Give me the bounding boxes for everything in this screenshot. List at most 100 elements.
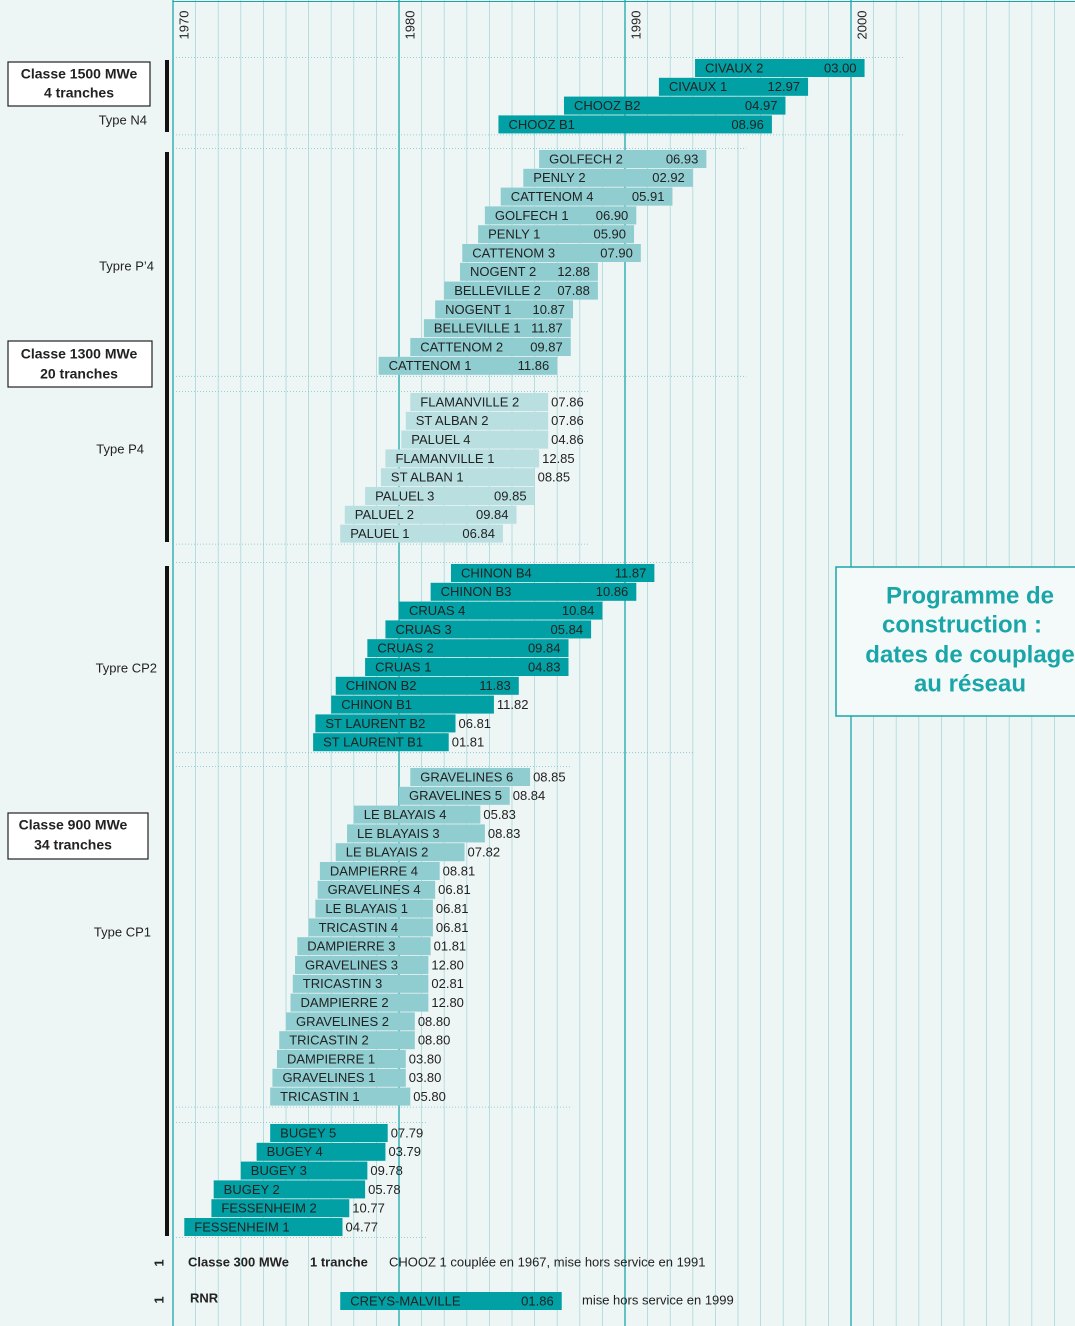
date-label: 12.80 (431, 995, 464, 1010)
bar-label: TRICASTIN 4 (319, 920, 398, 935)
unit-count: 1 (151, 1296, 166, 1303)
bar-label: PENLY 1 (488, 227, 540, 242)
date-label: 09.78 (370, 1163, 403, 1178)
bar (484, 206, 637, 225)
date-label: 07.86 (551, 394, 584, 409)
bar-label: CHOOZ B1 (508, 117, 574, 132)
class-box (7, 340, 153, 388)
bars: CIVAUX 2 03.00 CIVAUX 1 12.97 CHOOZ B2 04.97 C… (173, 57, 905, 1310)
bar (290, 993, 429, 1012)
bar (315, 714, 456, 733)
date-label: 05.90 (593, 227, 626, 242)
bar-label: CHINON B3 (441, 584, 512, 599)
bar (523, 168, 693, 187)
class-name: Classe 300 MWe (188, 1254, 289, 1269)
date-label: 09.84 (528, 641, 561, 656)
type-label: Type N4 (99, 112, 147, 127)
note: CHOOZ 1 couplée en 1967, mise hors servi… (389, 1254, 706, 1269)
class-name: Classe 900 MWe (19, 817, 128, 833)
date-label: 10.84 (562, 603, 595, 618)
class-count: 4 tranches (44, 85, 114, 101)
x-tick-label: 2000 (854, 11, 869, 40)
class-count: 34 tranches (34, 837, 112, 853)
bar-label: CIVAUX 1 (669, 79, 727, 94)
type-label: Typre CP2 (96, 660, 157, 675)
bar-label: ST ALBAN 2 (416, 413, 489, 428)
bar-label: GOLFECH 1 (495, 208, 569, 223)
class-name: Classe 1500 MWe (21, 66, 138, 82)
bar (410, 768, 531, 786)
bar (500, 187, 673, 206)
bar (272, 1068, 406, 1087)
date-label: 05.84 (551, 622, 584, 637)
bar (256, 1142, 386, 1161)
bar (276, 1050, 406, 1068)
class-bracket (165, 60, 169, 132)
bar (399, 601, 603, 620)
date-label: 08.83 (488, 826, 521, 841)
bar-label: NOGENT 1 (445, 302, 511, 317)
bar-label: CATTENOM 4 (511, 189, 594, 204)
bar (365, 658, 569, 676)
bar-label: GRAVELINES 2 (296, 1014, 389, 1029)
date-label: 10.86 (596, 584, 629, 599)
date-label: 05.91 (632, 189, 665, 204)
bar-label: CHINON B1 (341, 697, 412, 712)
type-label: Type P4 (96, 441, 144, 456)
date-label: 10.77 (352, 1201, 385, 1216)
bar (335, 843, 465, 862)
bar (401, 430, 549, 449)
x-tick-label: 1980 (402, 11, 417, 40)
date-label: 12.85 (542, 451, 575, 466)
bar-label: GOLFECH 2 (549, 151, 623, 166)
bar-label: CRUAS 2 (377, 641, 433, 656)
bar (539, 150, 707, 168)
date-label: 07.86 (551, 413, 584, 428)
class-bracket (165, 566, 169, 1236)
bar-label: FESSENHEIM 2 (221, 1201, 316, 1216)
x-tick-label: 1970 (176, 11, 191, 40)
bar (286, 1012, 415, 1031)
class-name: Classe 1300 MWe (21, 346, 138, 362)
bar-label: TRICASTIN 1 (280, 1089, 359, 1104)
bar (308, 918, 433, 937)
bar-label: PALUEL 3 (375, 488, 434, 503)
date-label: 12.80 (431, 957, 464, 972)
bar (658, 77, 809, 96)
title-line: construction : (882, 611, 1042, 638)
date-label: 12.88 (557, 264, 590, 279)
bar (378, 356, 558, 375)
date-label: 02.92 (652, 170, 685, 185)
bar-label: PALUEL 1 (350, 526, 409, 541)
bar (399, 786, 510, 805)
bar-label: CRUAS 3 (395, 622, 451, 637)
date-label: 08.85 (533, 769, 566, 784)
bar-label: LE BLAYAIS 1 (325, 901, 408, 916)
bar-label: DAMPIERRE 2 (301, 995, 389, 1010)
date-label: 07.90 (600, 245, 633, 260)
bar (444, 281, 598, 300)
unit-count: 1 (151, 1259, 166, 1266)
date-label: 03.79 (388, 1144, 421, 1159)
date-label: 11.87 (615, 565, 647, 580)
bar (353, 805, 481, 824)
bar (313, 733, 449, 752)
bar (462, 244, 641, 262)
bar-label: DAMPIERRE 3 (307, 939, 395, 954)
bar-label: PALUEL 4 (411, 432, 470, 447)
bar (319, 862, 440, 880)
bar (335, 676, 519, 695)
bar (270, 1087, 411, 1106)
class-count: 1 tranche (310, 1254, 368, 1269)
bar-label: TRICASTIN 3 (303, 976, 382, 991)
bar-label: BELLEVILLE 2 (454, 283, 541, 298)
bar (385, 449, 540, 468)
bar (295, 956, 429, 974)
bar-label: FESSENHEIM 1 (194, 1219, 289, 1234)
bar (292, 974, 429, 993)
type-label: Typre P’4 (99, 258, 154, 273)
bar-label: ST LAURENT B1 (323, 735, 423, 750)
date-label: 06.84 (462, 526, 495, 541)
bar-label: CHOOZ B2 (574, 98, 640, 113)
date-label: 02.81 (431, 976, 464, 991)
